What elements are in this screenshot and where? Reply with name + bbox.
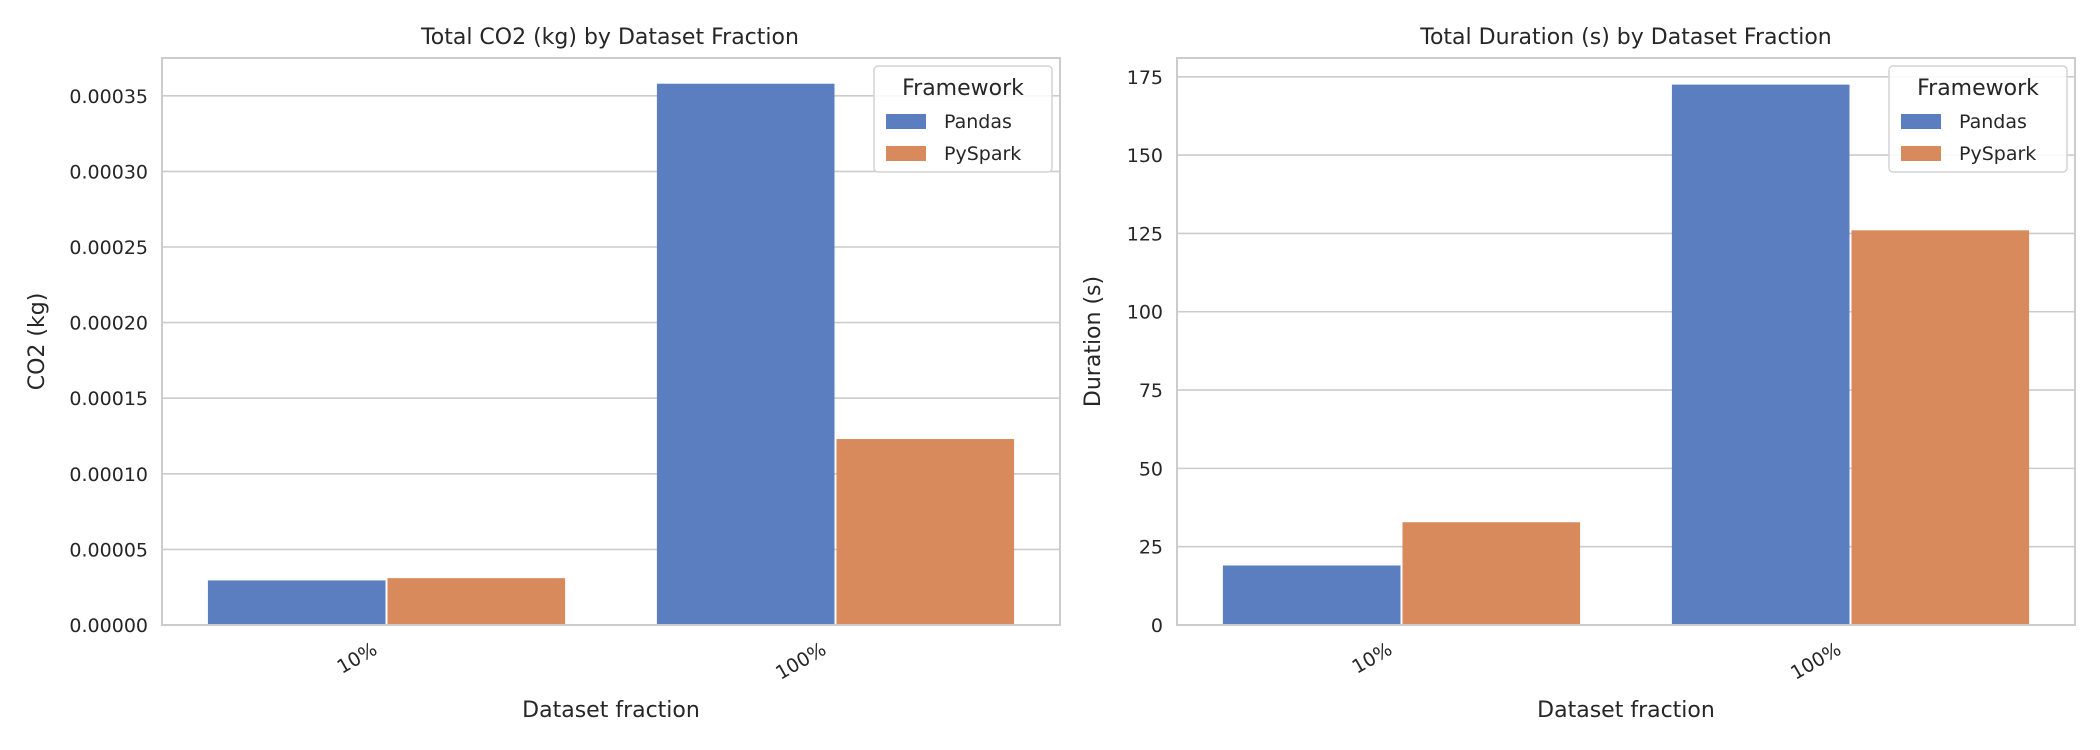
y-tick-label: 125: [1127, 223, 1163, 245]
x-tick-label: 10%: [333, 638, 381, 678]
y-axis-label: Duration (s): [1081, 276, 1106, 407]
legend-entry-pyspark: PySpark: [1959, 143, 2036, 165]
legend-title: Framework: [902, 76, 1024, 101]
y-tick-label: 175: [1127, 67, 1163, 89]
bar-pandas-2: [1671, 84, 1850, 625]
legend-entry-pyspark: PySpark: [944, 143, 1021, 165]
bar-pyspark-1: [1402, 522, 1581, 625]
x-tick-label: 10%: [1348, 638, 1396, 678]
y-tick-label: 0.00030: [69, 161, 148, 183]
chart-panel-1: 0.00000 0.00005 0.00010 0.00015 0.00020 0.000…: [25, 25, 1061, 723]
y-tick-label: 75: [1139, 380, 1163, 402]
legend-swatch-pandas: [1901, 114, 1941, 129]
legend-box: [873, 65, 1053, 173]
chart-title: Total CO2 (kg) by Dataset Fraction: [420, 25, 799, 50]
y-tick-label: 0: [1151, 615, 1163, 637]
y-tick-label: 0.00000: [69, 615, 148, 637]
x-axis-label: Dataset fraction: [522, 698, 700, 723]
x-axis-label: Dataset fraction: [1537, 698, 1715, 723]
y-tick-label: 0.00010: [69, 464, 148, 486]
legend-swatch-pyspark: [886, 146, 926, 161]
y-tick-label: 150: [1127, 145, 1163, 167]
y-tick-label: 25: [1139, 537, 1163, 559]
y-tick-label: 0.00020: [69, 313, 148, 335]
legend-title: Framework: [1917, 76, 2039, 101]
chart-panels: 0.00000 0.00005 0.00010 0.00015 0.00020 0.000…: [25, 25, 2076, 723]
legend: Framework Pandas PySpark: [873, 65, 1053, 173]
y-tick-label: 0.00025: [69, 237, 148, 259]
legend-entry-pandas: Pandas: [1959, 111, 2027, 133]
bar-pyspark-2: [836, 439, 1015, 625]
legend-swatch-pandas: [886, 114, 926, 129]
bar-pyspark-1: [387, 578, 566, 625]
chart-panel-2: 0 25 50 75 100 125 150 175 10% 100% Total Duration…: [1081, 25, 2076, 723]
y-tick-label: 100: [1127, 302, 1163, 324]
axes-frame: [1176, 57, 2076, 626]
legend-box: [1888, 65, 2068, 173]
y-tick-label: 0.00005: [69, 539, 148, 561]
y-tick-label: 50: [1139, 458, 1163, 480]
chart-title: Total Duration (s) by Dataset Fraction: [1419, 25, 1831, 50]
bar-pandas-2: [656, 83, 835, 626]
x-tick-label: 100%: [772, 638, 830, 684]
legend-entry-pandas: Pandas: [944, 111, 1012, 133]
bar-pandas-1: [207, 580, 386, 625]
bar-pyspark-2: [1851, 230, 2030, 625]
legend: Framework Pandas PySpark: [1888, 65, 2068, 173]
bar-pandas-1: [1222, 565, 1401, 625]
y-tick-label: 0.00015: [69, 388, 148, 410]
legend-swatch-pyspark: [1901, 146, 1941, 161]
axes-frame: [161, 57, 1061, 626]
y-axis-label: CO2 (kg): [25, 293, 50, 391]
y-tick-label: 0.00035: [69, 86, 148, 108]
x-tick-label: 100%: [1787, 638, 1845, 684]
